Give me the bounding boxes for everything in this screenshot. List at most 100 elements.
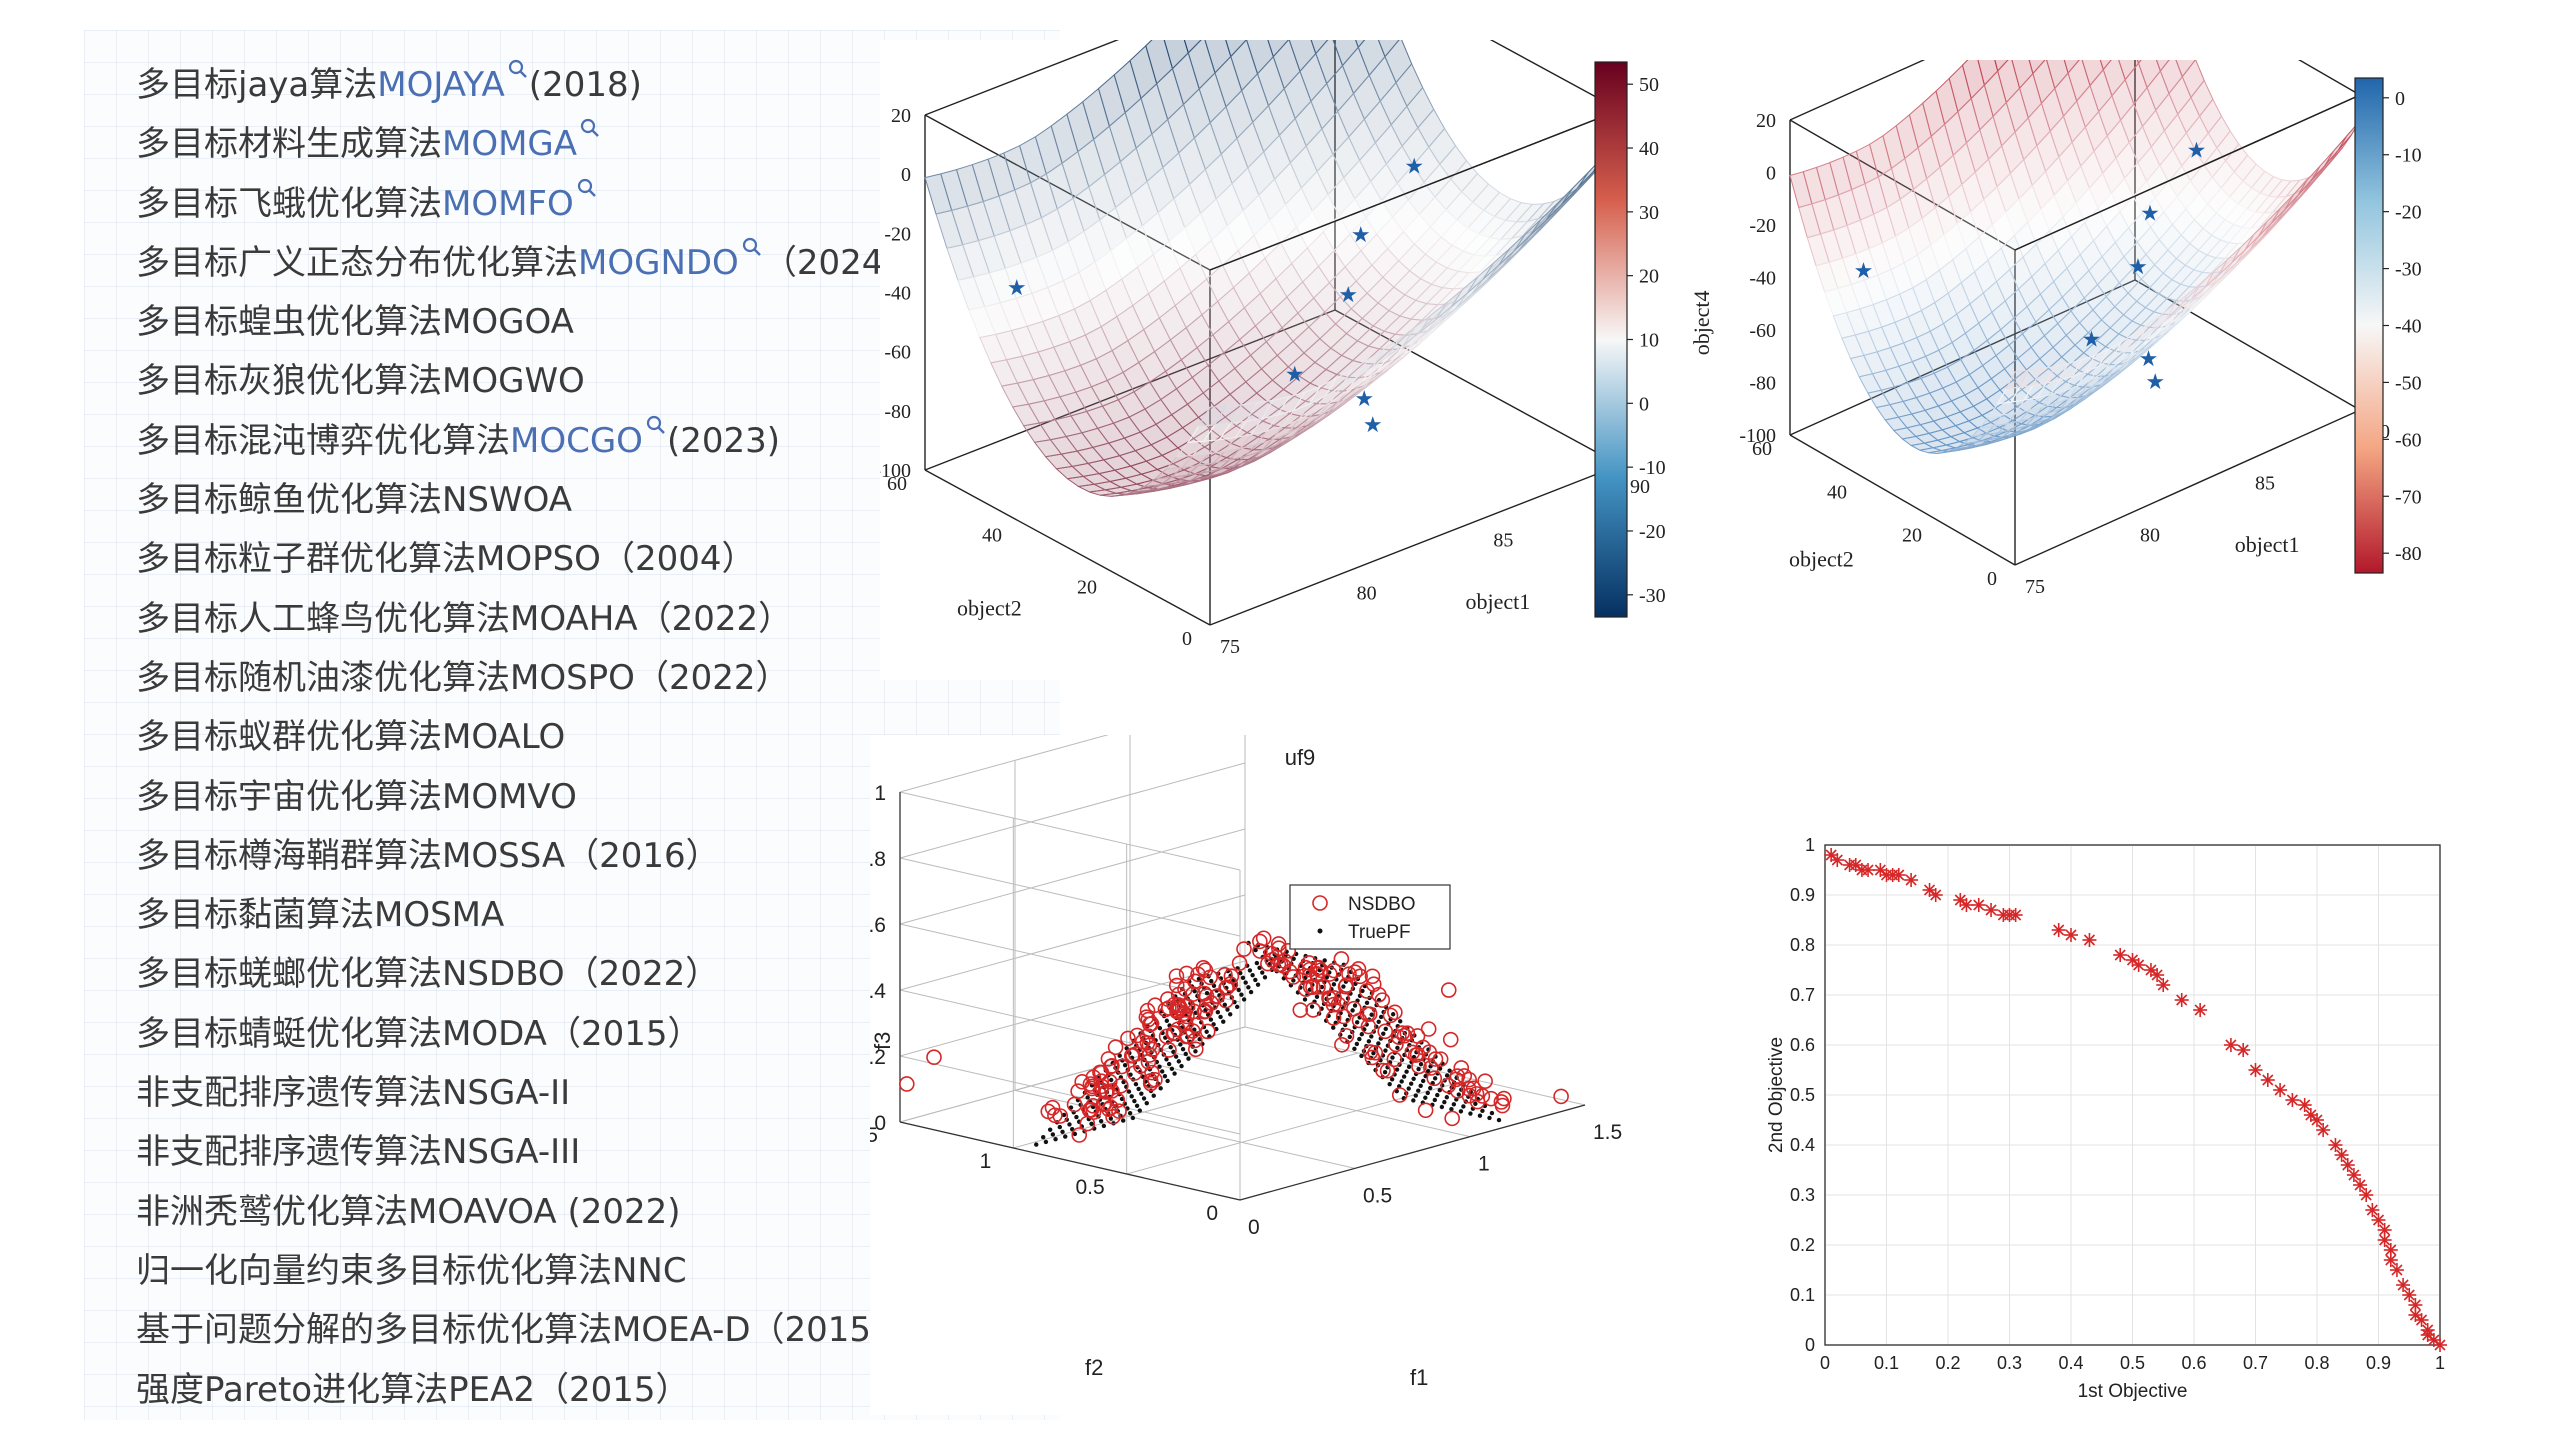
axis-box-edge <box>924 469 1211 626</box>
star-marker: ★ <box>1404 153 1424 178</box>
algorithm-name: 多目标jaya算法 <box>136 65 378 105</box>
axis-box-edge <box>1489 40 1621 111</box>
y-tick-label: 1.5 <box>870 1124 878 1147</box>
x-tick-label: 0.9 <box>2366 1353 2391 1373</box>
plot-frame <box>1824 844 2441 1346</box>
z-tick-label: -80 <box>884 401 911 423</box>
colorbar-tick-label: -20 <box>1639 521 1666 543</box>
data-point <box>2174 993 2189 1007</box>
colorbar-tick-label: 20 <box>1639 266 1659 288</box>
star-marker: ★ <box>2187 138 2207 163</box>
x-tick-label: 90 <box>1630 476 1650 498</box>
y-tick-label: 0.2 <box>1790 1235 1815 1255</box>
data-point <box>1830 853 1845 867</box>
star-marker: ★ <box>1354 386 1374 411</box>
algorithm-name: 多目标材料生成算法 <box>136 124 442 165</box>
star-marker: ★ <box>2139 346 2159 371</box>
data-point <box>2334 1148 2349 1162</box>
data-point <box>2328 1138 2343 1152</box>
algorithm-item: 多目标蚁群优化算法MOALO <box>136 708 1136 767</box>
legend-marker-truepf <box>1317 928 1323 934</box>
star-marker: ★ <box>2145 369 2165 394</box>
colorbar-tick-label: 50 <box>1639 74 1659 96</box>
wall-grid-line <box>899 857 1241 937</box>
floor-grid-line <box>1244 1026 1586 1106</box>
algorithm-link[interactable]: MOJAYA <box>377 65 505 105</box>
algorithm-year: (2023) <box>666 420 781 461</box>
colorbar-tick-label: -10 <box>1639 457 1666 479</box>
star-marker: ★ <box>2128 254 2148 279</box>
truepf-points <box>1034 940 1502 1147</box>
x-tick-label: 80 <box>1357 583 1377 605</box>
algorithm-year: (2018) <box>528 65 642 105</box>
z-tick-label: 0.8 <box>870 848 886 871</box>
data-point <box>2365 1203 2380 1217</box>
data-point <box>2051 923 2066 937</box>
x-tick-label: 80 <box>2140 524 2160 546</box>
z-tick-label: -80 <box>1749 373 1776 395</box>
star-marker: ★ <box>1285 362 1305 387</box>
star-marker: ★ <box>2140 200 2160 225</box>
search-icon[interactable] <box>645 414 667 436</box>
algorithm-link[interactable]: MOGNDO <box>578 242 739 283</box>
legend-label: NSDBO <box>1348 894 1416 915</box>
algorithm-link[interactable]: MOMGA <box>442 124 578 165</box>
search-icon[interactable] <box>579 117 601 139</box>
axis-box-edge <box>1789 434 2016 566</box>
x-tick-label: 0 <box>1248 1216 1260 1239</box>
algorithm-item[interactable]: 多目标材料生成算法MOMGA <box>136 115 1136 174</box>
wall-grid-line <box>899 960 1246 1057</box>
colorbar-tick-label: -30 <box>1639 585 1666 607</box>
floor-grid-line <box>1014 1089 1356 1169</box>
algorithm-name: 非支配排序遗传算法NSGA-III <box>136 1132 581 1173</box>
algorithm-name: 强度Pareto进化算法PEA2（2015） <box>136 1369 690 1410</box>
x-axis-line <box>1239 1104 1586 1201</box>
x-axis-label: object1 <box>2235 532 2300 557</box>
axis-box-edge <box>924 40 1120 116</box>
y-tick-label: 0.5 <box>1790 1085 1815 1105</box>
x-axis-label: object1 <box>1466 589 1531 614</box>
wall-grid-line <box>899 1055 1241 1135</box>
z-tick-label: -40 <box>1749 268 1776 290</box>
data-point <box>2273 1083 2288 1097</box>
algorithm-item: 多目标蝗虫优化算法MOGOA <box>136 293 1136 352</box>
algorithm-item[interactable]: 多目标jaya算法MOJAYA (2018) <box>136 56 1136 115</box>
data-point <box>2150 968 2165 982</box>
algorithm-item[interactable]: 多目标混沌博弈优化算法MOCGO (2023) <box>136 412 1136 471</box>
algorithm-item[interactable]: 多目标广义正态分布优化算法MOGNDO （2024 <box>136 234 1136 293</box>
x-tick-label: 0 <box>1820 1353 1830 1373</box>
data-point <box>2223 1038 2238 1052</box>
axis-box-edge <box>2014 409 2361 566</box>
axis-box-edge <box>924 114 1211 271</box>
wall-grid-line <box>899 791 1241 871</box>
search-icon[interactable] <box>576 177 598 199</box>
legend-marker-nsdbo <box>1312 895 1328 911</box>
search-icon[interactable] <box>741 236 763 258</box>
algorithm-item: 强度Pareto进化算法PEA2（2015） <box>136 1361 1136 1420</box>
surface-mesh <box>924 40 1621 497</box>
y-axis-line <box>899 1121 1241 1201</box>
data-point <box>1971 898 1986 912</box>
z-tick-label: 0.2 <box>870 1046 886 1069</box>
colorbar-tick-label: 0 <box>1639 393 1649 415</box>
algorithm-item[interactable]: 多目标飞蛾优化算法MOMFO <box>136 175 1136 234</box>
data-point <box>2064 928 2078 942</box>
z-tick-label: -40 <box>884 283 911 305</box>
wall-grid-line <box>899 989 1241 1069</box>
algorithm-name: 多目标广义正态分布优化算法 <box>136 242 578 283</box>
algorithm-name: 多目标灰狼优化算法MOGWO <box>136 361 585 402</box>
wall-grid-line <box>899 828 1246 925</box>
search-icon[interactable] <box>507 58 529 80</box>
data-point <box>2156 978 2171 992</box>
algorithm-link[interactable]: MOMFO <box>442 183 574 224</box>
colorbar <box>2354 77 2384 574</box>
algorithm-item: 多目标鲸鱼优化算法NSWOA <box>136 471 1136 530</box>
chart-title: uf9 <box>1285 745 1316 770</box>
wall-grid-line <box>899 762 1246 859</box>
algorithm-link[interactable]: MOCGO <box>510 420 643 461</box>
z-tick-label: 0 <box>874 1112 886 1135</box>
algorithm-item: 多目标黏菌算法MOSMA <box>136 886 1136 945</box>
colorbar-tick-label: -10 <box>2395 145 2422 167</box>
data-point <box>2346 1168 2361 1182</box>
data-point <box>1928 888 1943 902</box>
